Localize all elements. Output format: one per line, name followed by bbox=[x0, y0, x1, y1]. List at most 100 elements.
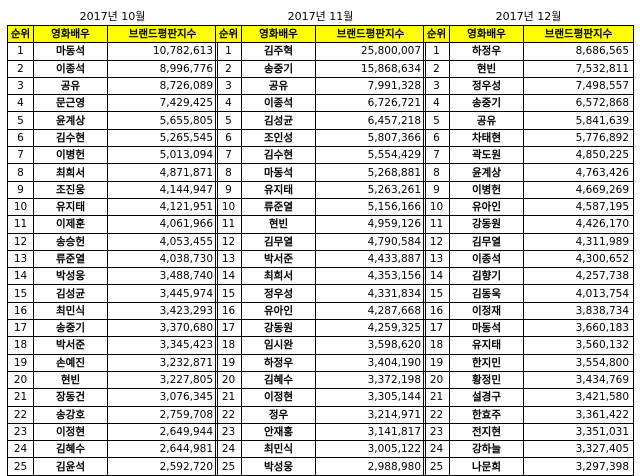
table-row: 4 송중기 6,572,868 bbox=[423, 94, 635, 113]
brand-index-cell: 7,991,328 bbox=[314, 76, 427, 96]
month-title: 2017년 11월 bbox=[287, 9, 354, 23]
ranking-table: 2017년 10월 순위 영화배우 브랜드평판지수 1 마동석 10,782,613 2 이종석… bbox=[7, 8, 219, 476]
actor-name-cell: 문근영 bbox=[33, 94, 108, 113]
rank-cell: 18 bbox=[423, 336, 450, 355]
table-row: 2 현빈 7,532,811 bbox=[423, 59, 635, 78]
brand-index-cell: 3,351,031 bbox=[522, 422, 635, 442]
table-row: 15 김동욱 4,013,754 bbox=[423, 284, 635, 303]
brand-index-cell: 3,445,974 bbox=[106, 284, 219, 303]
actor-name-cell: 장동건 bbox=[33, 388, 108, 407]
rank-cell: 12 bbox=[215, 232, 242, 251]
table-row: 20 김혜수 3,372,198 bbox=[215, 370, 427, 390]
brand-index-cell: 3,370,680 bbox=[106, 319, 219, 338]
rank-cell: 15 bbox=[215, 284, 242, 303]
table-row: 8 최희서 4,871,871 bbox=[7, 163, 219, 182]
table-row: 5 윤계상 5,655,805 bbox=[7, 111, 219, 130]
actor-name-cell: 하정우 bbox=[449, 42, 524, 61]
header-rank: 순위 bbox=[423, 24, 450, 44]
actor-name-cell: 김동욱 bbox=[449, 284, 524, 303]
actor-name-cell: 황정민 bbox=[449, 370, 524, 390]
actor-name-cell: 강동원 bbox=[449, 215, 524, 234]
actor-name-cell: 이제훈 bbox=[33, 215, 108, 234]
brand-index-cell: 3,421,580 bbox=[522, 388, 635, 407]
rank-cell: 12 bbox=[423, 232, 450, 251]
table-row: 6 차태현 5,776,892 bbox=[423, 128, 635, 148]
rank-cell: 20 bbox=[215, 370, 242, 390]
table-row: 12 송승헌 4,053,455 bbox=[7, 232, 219, 251]
brand-index-cell: 4,287,668 bbox=[314, 301, 427, 321]
rank-cell: 17 bbox=[215, 319, 242, 338]
actor-name-cell: 이정현 bbox=[33, 422, 108, 442]
actor-name-cell: 현빈 bbox=[33, 370, 108, 390]
table-row: 13 박서준 4,433,887 bbox=[215, 249, 427, 269]
actor-name-cell: 이정현 bbox=[241, 388, 316, 407]
rank-cell: 2 bbox=[423, 59, 450, 78]
actor-name-cell: 유아인 bbox=[449, 197, 524, 217]
table-row: 17 송중기 3,370,680 bbox=[7, 319, 219, 338]
actor-name-cell: 송중기 bbox=[449, 94, 524, 113]
rank-cell: 6 bbox=[7, 128, 34, 148]
brand-index-cell: 4,871,871 bbox=[106, 163, 219, 182]
rank-cell: 17 bbox=[7, 319, 34, 338]
table-row: 15 김성균 3,445,974 bbox=[7, 284, 219, 303]
rank-cell: 5 bbox=[423, 111, 450, 130]
brand-index-cell: 8,726,089 bbox=[106, 76, 219, 96]
table-row: 20 현빈 3,227,805 bbox=[7, 370, 219, 390]
actor-name-cell: 안재홍 bbox=[241, 422, 316, 442]
brand-index-cell: 4,426,170 bbox=[522, 215, 635, 234]
brand-index-cell: 3,838,734 bbox=[522, 301, 635, 321]
table-row: 3 정우성 7,498,557 bbox=[423, 76, 635, 96]
actor-name-cell: 유아인 bbox=[241, 301, 316, 321]
brand-index-cell: 7,532,811 bbox=[522, 59, 635, 78]
actor-name-cell: 김성균 bbox=[33, 284, 108, 303]
actor-name-cell: 한지민 bbox=[449, 353, 524, 372]
table-row: 16 최민식 3,423,293 bbox=[7, 301, 219, 321]
brand-index-cell: 3,361,422 bbox=[522, 405, 635, 424]
brand-index-cell: 4,257,738 bbox=[522, 267, 635, 286]
table-row: 21 설경구 3,421,580 bbox=[423, 388, 635, 407]
rank-cell: 18 bbox=[7, 336, 34, 355]
rank-cell: 4 bbox=[215, 94, 242, 113]
table-row: 8 윤계상 4,763,426 bbox=[423, 163, 635, 182]
table-row: 17 마동석 3,660,183 bbox=[423, 319, 635, 338]
brand-index-cell: 8,686,565 bbox=[522, 42, 635, 61]
ranking-panel-3: 2017년 12월 순위 영화배우 브랜드평판지수 1 하정우 8,686,565 2 현빈 7,… bbox=[423, 8, 635, 476]
rank-cell: 22 bbox=[423, 405, 450, 424]
table-row: 12 김무열 4,790,584 bbox=[215, 232, 427, 251]
rank-cell: 16 bbox=[423, 301, 450, 321]
rank-cell: 22 bbox=[215, 405, 242, 424]
table-row: 21 장동건 3,076,345 bbox=[7, 388, 219, 407]
ranking-panel-1: 2017년 10월 순위 영화배우 브랜드평판지수 1 마동석 10,782,613 2 이종석… bbox=[7, 8, 219, 476]
table-row: 1 하정우 8,686,565 bbox=[423, 42, 635, 61]
actor-name-cell: 마동석 bbox=[33, 42, 108, 61]
header-actor: 영화배우 bbox=[449, 24, 524, 44]
brand-index-cell: 3,005,122 bbox=[314, 440, 427, 459]
rank-cell: 25 bbox=[7, 457, 34, 476]
brand-index-cell: 6,726,721 bbox=[314, 94, 427, 113]
table-row: 10 류준열 5,156,166 bbox=[215, 197, 427, 217]
brand-index-cell: 2,592,720 bbox=[106, 457, 219, 476]
table-row: 21 이정현 3,305,144 bbox=[215, 388, 427, 407]
rank-cell: 13 bbox=[215, 249, 242, 269]
table-row: 24 강하늘 3,327,405 bbox=[423, 440, 635, 459]
rank-cell: 6 bbox=[423, 128, 450, 148]
actor-name-cell: 최희서 bbox=[33, 163, 108, 182]
actor-name-cell: 유지태 bbox=[241, 180, 316, 199]
rank-cell: 4 bbox=[423, 94, 450, 113]
actor-name-cell: 김윤석 bbox=[33, 457, 108, 476]
table-row: 24 김혜수 2,644,981 bbox=[7, 440, 219, 459]
actor-name-cell: 현빈 bbox=[449, 59, 524, 78]
actor-name-cell: 임시완 bbox=[241, 336, 316, 355]
header-brand-index: 브랜드평판지수 bbox=[106, 24, 219, 44]
rank-cell: 19 bbox=[7, 353, 34, 372]
brand-index-cell: 5,265,545 bbox=[106, 128, 219, 148]
table-row: 24 최민식 3,005,122 bbox=[215, 440, 427, 459]
actor-name-cell: 이종석 bbox=[449, 249, 524, 269]
actor-name-cell: 공유 bbox=[241, 76, 316, 96]
table-row: 15 정우성 4,331,834 bbox=[215, 284, 427, 303]
brand-index-cell: 10,782,613 bbox=[106, 42, 219, 61]
table-row: 10 유지태 4,121,951 bbox=[7, 197, 219, 217]
actor-name-cell: 류준열 bbox=[241, 197, 316, 217]
brand-index-cell: 6,572,868 bbox=[522, 94, 635, 113]
actor-name-cell: 조인성 bbox=[241, 128, 316, 148]
